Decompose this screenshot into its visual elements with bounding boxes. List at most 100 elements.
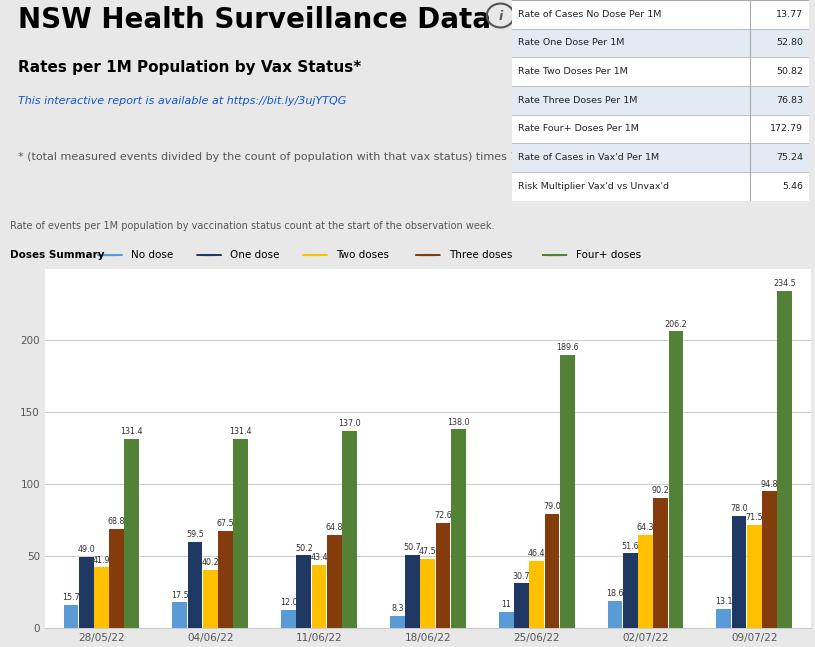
Bar xyxy=(638,535,653,628)
Bar xyxy=(281,610,296,628)
Text: 78.0: 78.0 xyxy=(730,503,748,512)
Text: 12.0: 12.0 xyxy=(280,598,297,608)
Text: 41.9: 41.9 xyxy=(93,556,110,565)
Bar xyxy=(512,172,809,201)
Bar xyxy=(512,86,809,115)
Text: 172.79: 172.79 xyxy=(770,124,804,133)
Text: 13.1: 13.1 xyxy=(715,597,733,606)
Text: 64.8: 64.8 xyxy=(325,523,343,532)
Bar xyxy=(94,567,108,628)
Text: 8.3: 8.3 xyxy=(391,604,403,613)
Text: 30.7: 30.7 xyxy=(513,571,531,580)
Bar xyxy=(109,529,124,628)
Text: Rate Four+ Doses Per 1M: Rate Four+ Doses Per 1M xyxy=(518,124,639,133)
Text: 5.46: 5.46 xyxy=(782,182,804,191)
Text: 52.80: 52.80 xyxy=(777,38,804,47)
Text: 75.24: 75.24 xyxy=(777,153,804,162)
Text: 47.5: 47.5 xyxy=(419,547,437,556)
Bar xyxy=(514,584,529,628)
Text: i: i xyxy=(498,10,503,23)
Bar xyxy=(173,602,187,628)
Bar xyxy=(125,439,139,628)
Text: 15.7: 15.7 xyxy=(62,593,80,602)
Text: 50.82: 50.82 xyxy=(777,67,804,76)
Bar xyxy=(529,561,544,628)
Text: 50.2: 50.2 xyxy=(295,543,313,553)
Circle shape xyxy=(302,255,328,256)
Text: 46.4: 46.4 xyxy=(528,549,545,558)
Bar xyxy=(654,498,668,628)
Text: 137.0: 137.0 xyxy=(338,419,361,428)
Bar xyxy=(512,58,809,86)
Bar xyxy=(297,556,311,628)
Text: Four+ doses: Four+ doses xyxy=(576,250,641,260)
Bar xyxy=(512,143,809,172)
Bar xyxy=(327,534,341,628)
Text: No dose: No dose xyxy=(131,250,174,260)
Text: Risk Multiplier Vax'd vs Unvax'd: Risk Multiplier Vax'd vs Unvax'd xyxy=(518,182,669,191)
Bar xyxy=(608,601,623,628)
Text: 50.7: 50.7 xyxy=(403,543,421,552)
Text: Two doses: Two doses xyxy=(337,250,390,260)
Text: 17.5: 17.5 xyxy=(171,591,188,600)
Bar xyxy=(778,291,792,628)
Text: Rates per 1M Population by Vax Status*: Rates per 1M Population by Vax Status* xyxy=(18,60,361,75)
Bar xyxy=(64,605,78,628)
Text: 189.6: 189.6 xyxy=(556,344,579,353)
Text: 68.8: 68.8 xyxy=(108,517,126,526)
Text: 64.3: 64.3 xyxy=(637,523,654,532)
Circle shape xyxy=(196,255,222,256)
Text: 11: 11 xyxy=(501,600,511,609)
Text: 138.0: 138.0 xyxy=(447,417,469,426)
Bar xyxy=(187,542,202,628)
Text: 59.5: 59.5 xyxy=(186,531,204,539)
Bar xyxy=(732,516,747,628)
Bar xyxy=(716,609,731,628)
Text: Rate Two Doses Per 1M: Rate Two Doses Per 1M xyxy=(518,67,628,76)
Text: Doses Summary: Doses Summary xyxy=(10,250,104,260)
Text: Three doses: Three doses xyxy=(449,250,513,260)
Bar xyxy=(436,523,451,628)
Text: 13.77: 13.77 xyxy=(776,10,804,19)
Bar xyxy=(233,439,248,628)
Bar xyxy=(342,431,357,628)
Text: Rate of Cases in Vax'd Per 1M: Rate of Cases in Vax'd Per 1M xyxy=(518,153,659,162)
Text: 18.6: 18.6 xyxy=(606,589,623,598)
Bar xyxy=(421,560,435,628)
Text: 206.2: 206.2 xyxy=(664,320,687,329)
Text: 90.2: 90.2 xyxy=(652,486,670,495)
Text: 131.4: 131.4 xyxy=(230,427,252,436)
Text: 94.8: 94.8 xyxy=(760,479,778,488)
Text: 40.2: 40.2 xyxy=(201,558,219,567)
Text: 76.83: 76.83 xyxy=(776,96,804,105)
Text: NSW Health Surveillance Data: NSW Health Surveillance Data xyxy=(18,6,491,34)
Text: 71.5: 71.5 xyxy=(746,513,763,522)
Text: 131.4: 131.4 xyxy=(121,427,143,436)
Text: 79.0: 79.0 xyxy=(543,502,561,511)
Bar xyxy=(512,0,809,28)
Text: Rate of Cases No Dose Per 1M: Rate of Cases No Dose Per 1M xyxy=(518,10,661,19)
Text: This interactive report is available at https://bit.ly/3ujYTQG: This interactive report is available at … xyxy=(18,96,346,106)
Bar xyxy=(79,557,94,628)
Text: 72.6: 72.6 xyxy=(434,511,452,520)
Bar xyxy=(499,612,513,628)
Bar xyxy=(560,355,575,628)
Text: 234.5: 234.5 xyxy=(773,279,796,288)
Bar xyxy=(311,565,327,628)
Bar xyxy=(405,554,420,628)
Bar xyxy=(390,616,405,628)
Text: 49.0: 49.0 xyxy=(77,545,95,554)
Bar xyxy=(544,514,559,628)
Circle shape xyxy=(98,255,122,256)
Text: 67.5: 67.5 xyxy=(217,519,235,528)
Circle shape xyxy=(542,255,567,256)
Bar xyxy=(218,531,233,628)
Text: 51.6: 51.6 xyxy=(622,542,639,551)
Bar xyxy=(623,553,637,628)
Bar xyxy=(451,430,465,628)
Text: 43.4: 43.4 xyxy=(311,553,328,562)
Bar xyxy=(203,570,218,628)
Text: * (total measured events divided by the count of population with that vax status: * (total measured events divided by the … xyxy=(18,153,527,162)
Bar xyxy=(747,525,762,628)
Bar xyxy=(668,331,683,628)
